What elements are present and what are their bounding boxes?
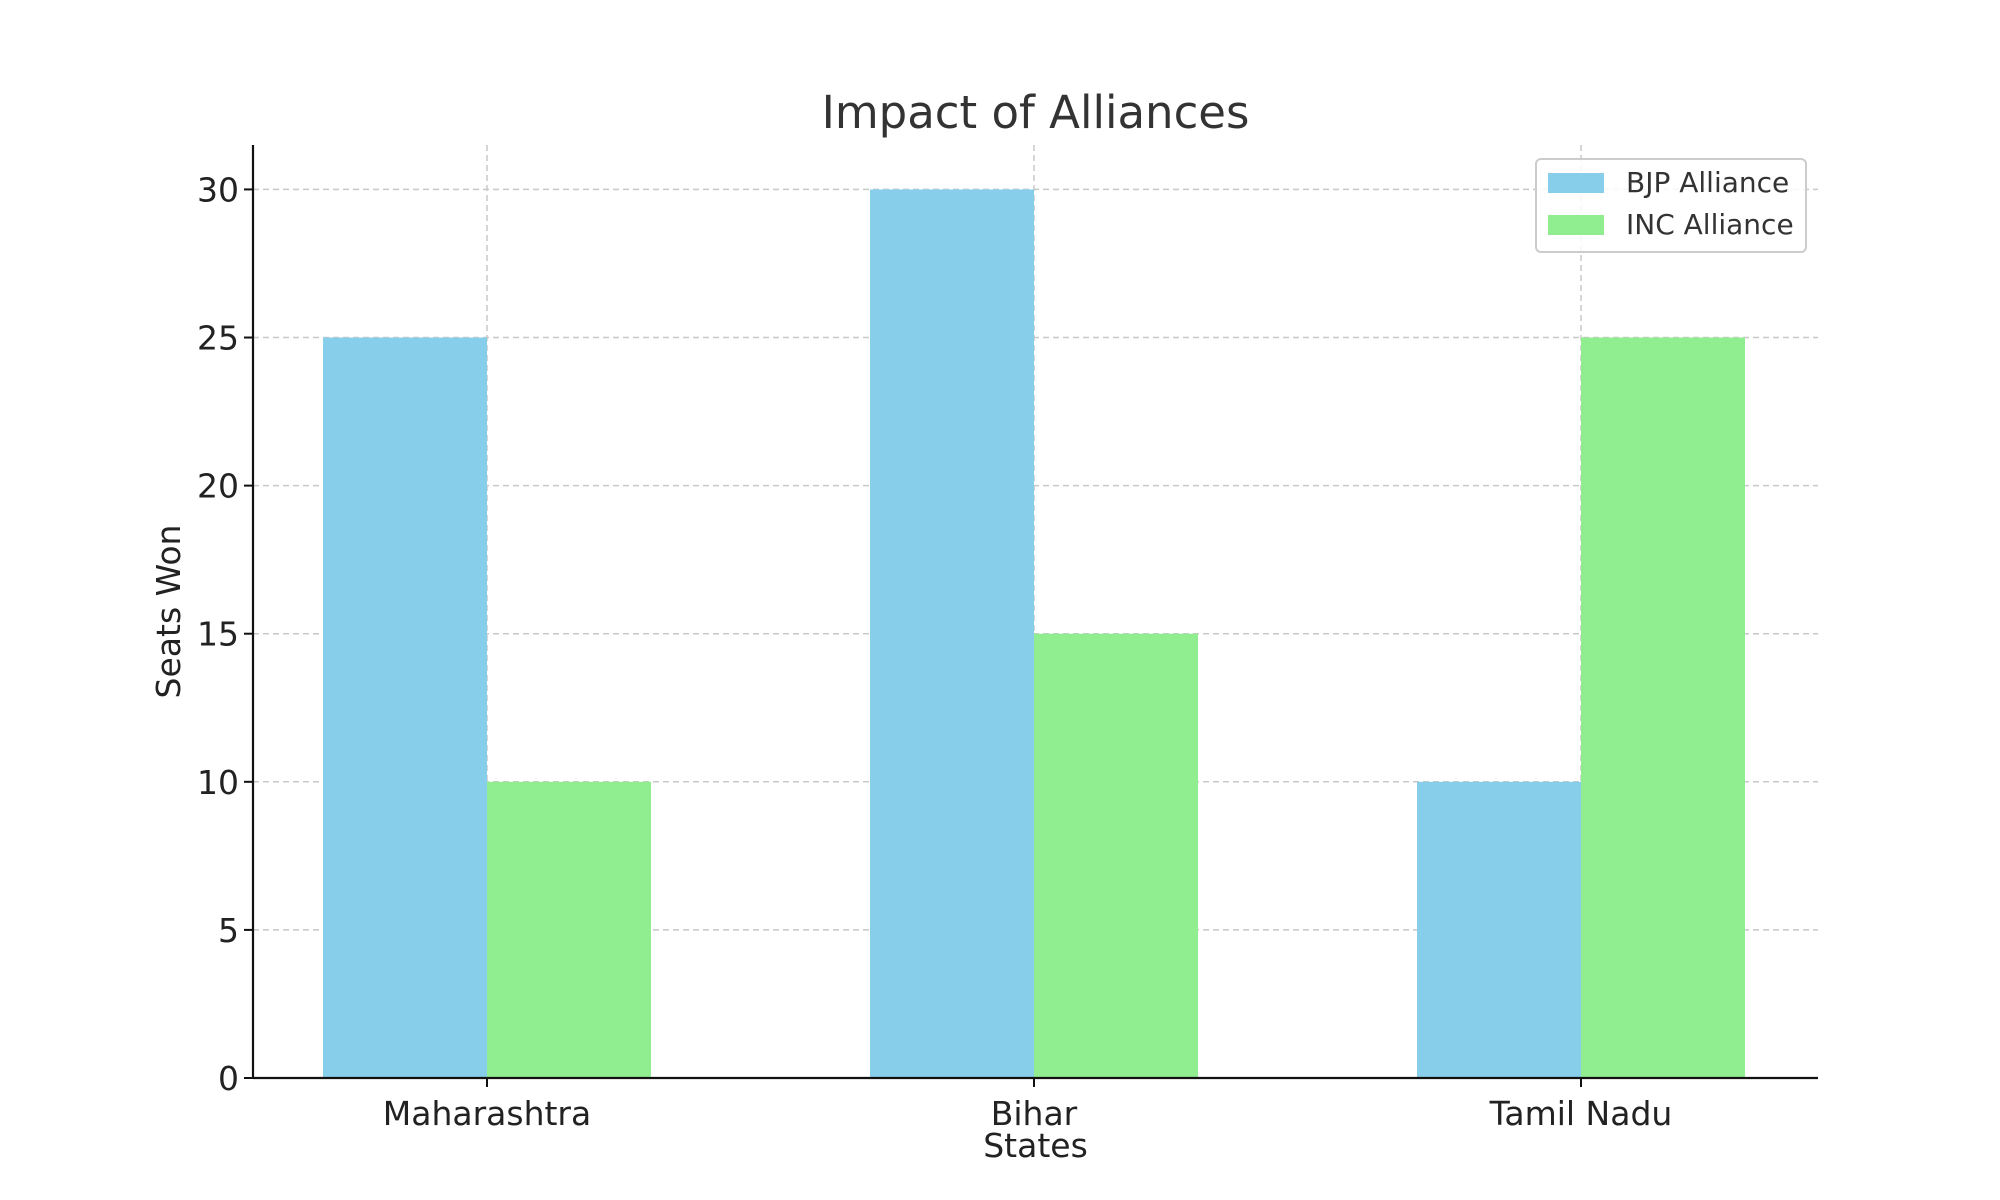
y-tick-label: 0 (218, 1059, 239, 1098)
y-tick-label: 15 (197, 615, 239, 654)
y-axis-label: Seats Won (149, 525, 188, 699)
y-tick-label: 25 (197, 319, 239, 358)
bar-bjp-tamil-nadu (1417, 781, 1581, 1078)
y-tick-label: 30 (197, 170, 239, 209)
bar-inc-bihar (1034, 633, 1198, 1078)
legend: BJP Alliance INC Alliance (1535, 158, 1807, 253)
ticks: 0 5 10 15 20 25 30 Maharashtra Bihar Tamil Nadu (197, 170, 1672, 1133)
legend-label: BJP Alliance (1626, 166, 1789, 199)
bar-bjp-bihar (870, 189, 1034, 1078)
x-tick-label: Tamil Nadu (1489, 1094, 1673, 1133)
bar-inc-tamil-nadu (1581, 337, 1745, 1078)
x-axis-label: States (983, 1126, 1088, 1165)
x-tick-label: Maharashtra (383, 1094, 591, 1133)
bars (323, 189, 1745, 1078)
axes (251, 145, 1818, 1080)
legend-swatch (1548, 215, 1604, 235)
chart-title: Impact of Alliances (822, 86, 1250, 139)
y-tick-label: 20 (197, 467, 239, 506)
legend-label: INC Alliance (1626, 208, 1794, 241)
y-tick-label: 10 (197, 763, 239, 802)
x-tick-label: Bihar (991, 1094, 1078, 1133)
bar-bjp-maharashtra (323, 337, 487, 1078)
y-tick-label: 5 (218, 911, 239, 950)
bar-inc-maharashtra (487, 781, 651, 1078)
legend-swatch (1548, 173, 1604, 193)
